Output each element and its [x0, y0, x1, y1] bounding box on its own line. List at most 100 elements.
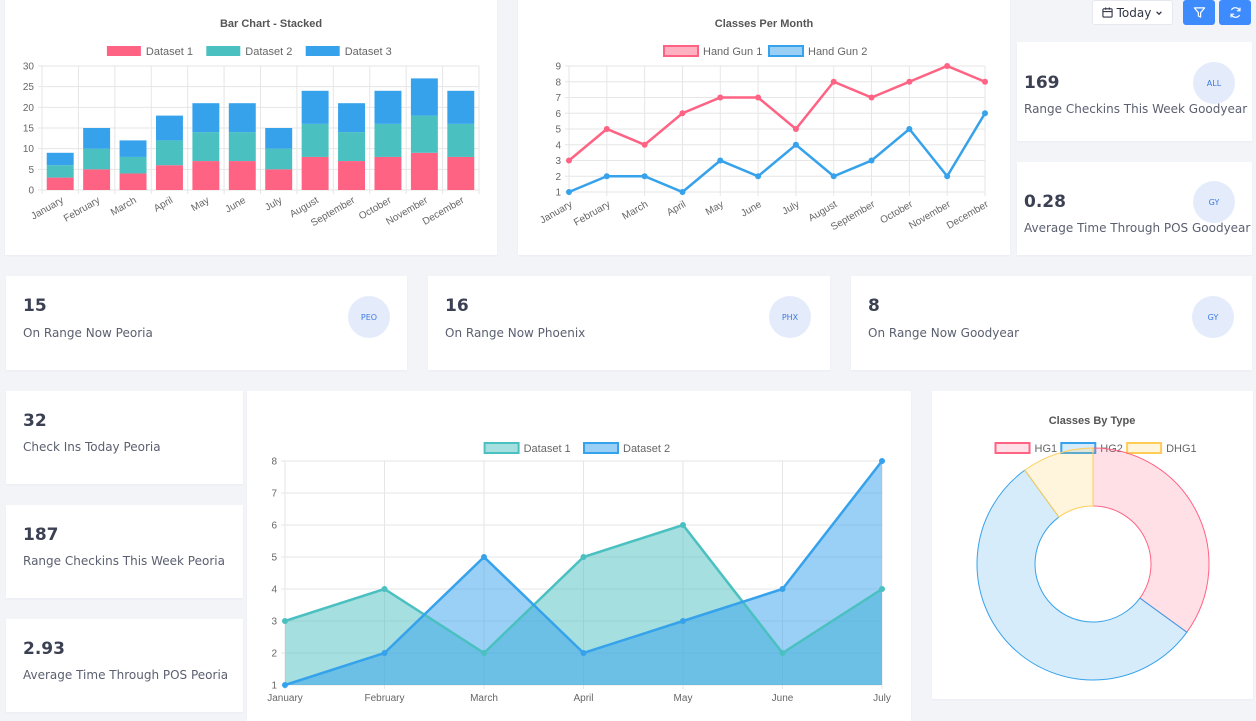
classes-by-type-chart-card: Classes By TypeHG1HG2DHG1	[932, 391, 1253, 699]
bar	[338, 132, 366, 162]
x-tick-label: July	[873, 693, 891, 704]
data-point	[868, 94, 875, 101]
x-tick-label: January	[538, 199, 574, 226]
donut-slice	[1092, 447, 1210, 633]
series-line	[568, 64, 986, 162]
legend-label: DHG1	[1166, 443, 1197, 455]
y-tick-label: 4	[271, 585, 277, 596]
donut-slice	[976, 469, 1188, 681]
stat-card-on-range-goodyear: 8 On Range Now Goodyear GY	[851, 276, 1252, 370]
refresh-button[interactable]	[1219, 0, 1251, 25]
y-tick-label: 6	[555, 109, 561, 120]
y-tick-label: 7	[555, 93, 561, 104]
bar	[338, 103, 366, 133]
location-badge-peo: PEO	[348, 296, 390, 338]
data-point	[580, 554, 587, 560]
y-tick-label: 4	[555, 140, 561, 151]
y-tick-label: 10	[23, 144, 35, 155]
y-tick-label: 20	[23, 103, 35, 114]
bar	[338, 161, 366, 190]
bar	[447, 90, 475, 124]
data-point	[641, 173, 648, 180]
data-point	[944, 63, 951, 69]
data-point	[717, 157, 724, 164]
data-point	[566, 157, 572, 164]
location-badge-all: ALL	[1193, 62, 1235, 104]
y-tick-label: 5	[28, 165, 34, 176]
legend-label: Dataset 2	[245, 46, 292, 58]
x-tick-label: July	[263, 195, 284, 213]
legend-swatch	[768, 45, 804, 57]
y-tick-label: 3	[555, 156, 561, 167]
x-tick-label: May	[190, 195, 212, 214]
x-tick-label: November	[907, 199, 953, 232]
bar	[301, 90, 329, 124]
x-tick-label: February	[62, 195, 102, 225]
bar	[410, 78, 438, 116]
stat-value: 15	[23, 296, 47, 316]
y-tick-label: 15	[23, 124, 35, 135]
y-tick-label: 5	[555, 125, 561, 136]
stat-card-on-range-peoria: 15 On Range Now Peoria PEO	[6, 276, 407, 370]
stat-label: Average Time Through POS Goodyear	[1024, 221, 1251, 235]
data-point	[717, 94, 724, 101]
location-badge-gy: GY	[1192, 296, 1234, 338]
stat-value: 0.28	[1024, 192, 1066, 212]
stat-label: Range Checkins This Week Goodyear	[1024, 102, 1248, 116]
y-tick-label: 1	[555, 188, 561, 199]
x-tick-label: March	[621, 199, 651, 222]
data-point	[906, 126, 913, 132]
stat-card-range-checkins-week-peoria: 187 Range Checkins This Week Peoria	[6, 505, 243, 598]
data-point	[779, 650, 786, 656]
data-point	[481, 554, 487, 560]
y-tick-label: 7	[271, 489, 277, 500]
stat-label: Check Ins Today Peoria	[23, 440, 161, 454]
data-point	[982, 110, 988, 117]
filter-button[interactable]	[1183, 0, 1215, 25]
legend-label: Dataset 3	[345, 46, 392, 58]
bar	[192, 132, 220, 162]
x-tick-label: April	[573, 693, 593, 704]
y-tick-label: 5	[271, 553, 277, 564]
data-point	[603, 126, 610, 132]
stat-card-pos-time-peoria: 2.93 Average Time Through POS Peoria	[6, 619, 243, 712]
bar	[265, 148, 293, 170]
x-tick-label: June	[224, 195, 249, 216]
bar	[374, 123, 402, 157]
legend-swatch	[1126, 442, 1163, 454]
data-point	[679, 189, 686, 195]
stat-label: Range Checkins This Week Peoria	[23, 554, 225, 568]
refresh-icon	[1229, 7, 1241, 18]
bar	[46, 152, 74, 166]
donut-slice	[1024, 447, 1094, 518]
legend-label: Dataset 1	[146, 46, 193, 58]
data-point	[641, 141, 648, 148]
data-point	[868, 157, 875, 164]
data-point	[481, 650, 487, 656]
x-tick-label: June	[739, 199, 764, 220]
bar	[301, 123, 329, 157]
y-tick-label: 2	[271, 649, 277, 660]
bar	[447, 123, 475, 157]
data-point	[680, 618, 686, 624]
date-range-dropdown[interactable]: Today	[1092, 0, 1173, 25]
area-fill	[285, 461, 882, 685]
bar	[46, 165, 74, 178]
x-tick-label: February	[364, 693, 404, 704]
x-tick-label: March	[470, 693, 498, 704]
bar	[228, 103, 256, 133]
bar	[119, 173, 147, 190]
bar	[119, 140, 147, 157]
data-point	[381, 586, 388, 592]
y-tick-label: 9	[555, 62, 561, 73]
legend-label: HG1	[1035, 443, 1058, 455]
data-point	[603, 173, 610, 180]
classes-by-type-donut-chart: Classes By TypeHG1HG2DHG1	[976, 415, 1210, 681]
stat-value: 16	[445, 296, 469, 316]
stat-card-pos-time-goodyear: 0.28 Average Time Through POS Goodyear G…	[1017, 162, 1252, 255]
y-tick-label: 0	[28, 186, 34, 197]
location-badge-gy: GY	[1193, 181, 1235, 223]
legend-swatch	[583, 442, 619, 454]
y-tick-label: 6	[271, 521, 277, 532]
stat-value: 169	[1024, 73, 1060, 93]
